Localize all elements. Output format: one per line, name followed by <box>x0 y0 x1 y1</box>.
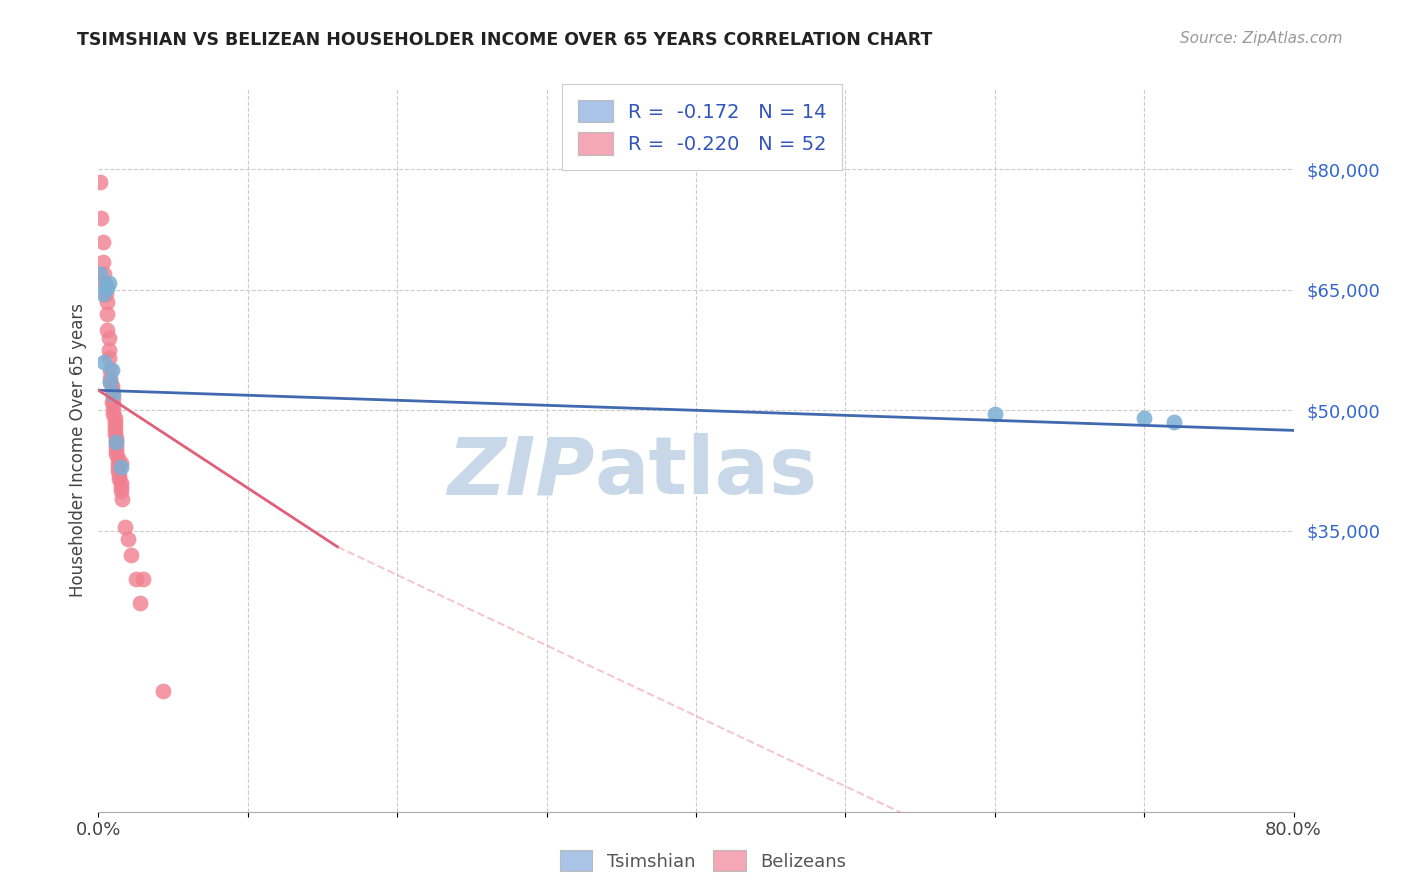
Point <box>103 391 125 405</box>
Point <box>111 491 134 506</box>
Point <box>101 395 124 409</box>
Point <box>984 407 1007 421</box>
Point <box>97 351 120 366</box>
Point <box>96 307 118 321</box>
Point <box>90 211 112 225</box>
Y-axis label: Householder Income Over 65 years: Householder Income Over 65 years <box>69 303 87 598</box>
Point <box>103 397 125 411</box>
Point <box>105 431 128 445</box>
Point <box>89 174 111 188</box>
Point <box>94 278 117 293</box>
Point <box>110 475 132 490</box>
Point <box>108 471 131 485</box>
Legend: Tsimshian, Belizeans: Tsimshian, Belizeans <box>553 843 853 879</box>
Point <box>108 467 131 482</box>
Point <box>104 415 127 429</box>
Point <box>103 387 125 401</box>
Point <box>91 235 114 249</box>
Point <box>107 455 129 469</box>
Point <box>98 375 122 389</box>
Point <box>96 294 118 309</box>
Point <box>96 281 118 295</box>
Point <box>98 363 122 377</box>
Point <box>129 596 152 610</box>
Text: Source: ZipAtlas.com: Source: ZipAtlas.com <box>1180 31 1343 46</box>
Point <box>110 455 132 469</box>
Legend: R =  -0.172   N = 14, R =  -0.220   N = 52: R = -0.172 N = 14, R = -0.220 N = 52 <box>562 85 842 170</box>
Point <box>98 375 122 389</box>
Point <box>125 572 148 586</box>
Point <box>152 684 174 698</box>
Point <box>117 532 139 546</box>
Text: TSIMSHIAN VS BELIZEAN HOUSEHOLDER INCOME OVER 65 YEARS CORRELATION CHART: TSIMSHIAN VS BELIZEAN HOUSEHOLDER INCOME… <box>77 31 932 49</box>
Point <box>91 286 114 301</box>
Point <box>91 254 114 268</box>
Point <box>103 407 125 421</box>
Point <box>105 435 128 450</box>
Point <box>97 331 120 345</box>
Point <box>132 572 155 586</box>
Point <box>89 267 111 281</box>
Point <box>101 363 124 377</box>
Point <box>101 379 124 393</box>
Point <box>105 439 128 453</box>
Text: atlas: atlas <box>595 434 817 511</box>
Point <box>105 435 128 450</box>
Point <box>94 278 117 293</box>
Point <box>105 443 128 458</box>
Point <box>93 355 115 369</box>
Point <box>103 403 125 417</box>
Point <box>104 423 127 437</box>
Point <box>97 343 120 357</box>
Point <box>120 548 142 562</box>
Point <box>104 419 127 434</box>
Point <box>110 459 132 474</box>
Point <box>107 451 129 466</box>
Point <box>98 371 122 385</box>
Text: ZIP: ZIP <box>447 434 595 511</box>
Point <box>93 267 115 281</box>
Point <box>114 519 136 533</box>
Point <box>94 286 117 301</box>
Point <box>110 480 132 494</box>
Point <box>107 459 129 474</box>
Point <box>97 277 120 291</box>
Point <box>96 323 118 337</box>
Point <box>107 463 129 477</box>
Point <box>105 447 128 462</box>
Point <box>1133 411 1156 425</box>
Point <box>104 411 127 425</box>
Point <box>101 383 124 397</box>
Point <box>93 275 115 289</box>
Point <box>104 427 127 442</box>
Point <box>110 483 132 498</box>
Point <box>1163 415 1185 429</box>
